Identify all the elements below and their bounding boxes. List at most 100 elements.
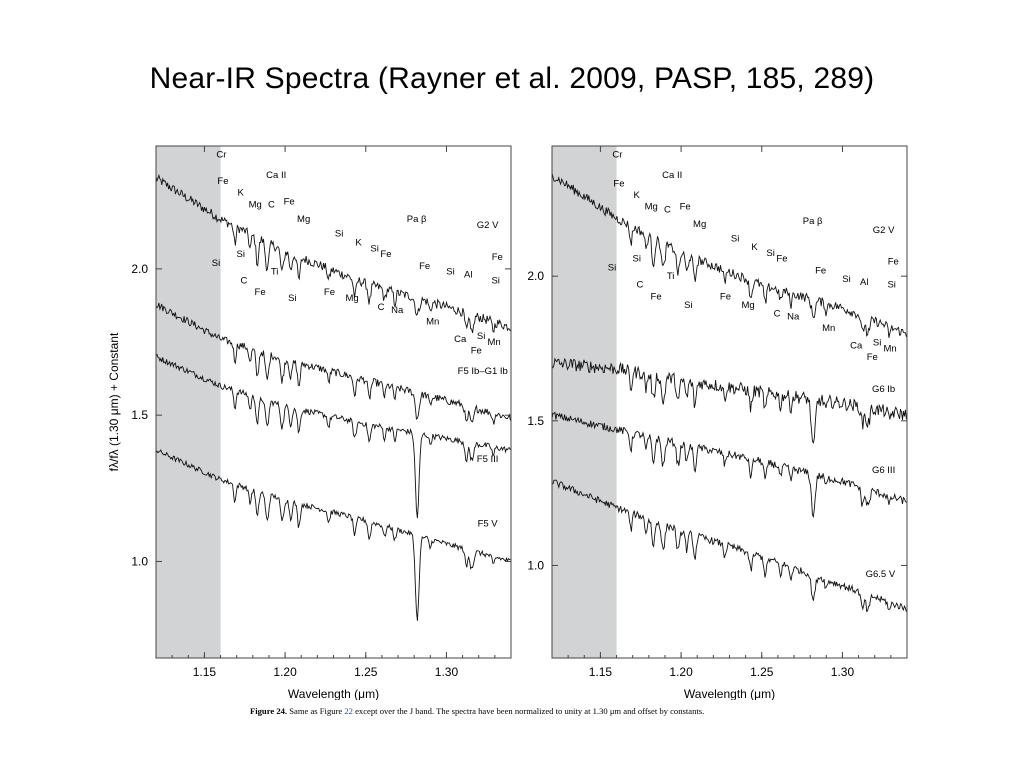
annotation-label: Si <box>842 274 850 285</box>
annotation-label: Fe <box>815 265 826 276</box>
annotation-label: Mg <box>741 300 754 311</box>
shaded-region <box>552 146 617 658</box>
annotation-label: Si <box>632 254 640 265</box>
shaded-region <box>156 146 221 658</box>
spectrum-line-g2-v <box>551 172 907 338</box>
annotation-label: F5 Ib–G1 Ib <box>458 366 508 377</box>
annotation-label: Mg <box>249 199 262 210</box>
x-tick-label: 1.30 <box>435 665 459 679</box>
y-tick-label: 2.0 <box>527 269 544 283</box>
annotation-label: Ti <box>667 271 675 282</box>
y-axis-label: fλ/fλ (1.30 μm) + Constant <box>107 332 121 471</box>
y-tick-label: 2.0 <box>131 262 148 276</box>
annotation-label: Fe <box>776 254 787 265</box>
spectrum-line-g6-iii <box>551 411 907 519</box>
annotation-label: Ca II <box>266 170 286 181</box>
x-tick-label: 1.25 <box>354 665 378 679</box>
annotation-label: Mn <box>883 343 896 354</box>
x-tick-label: 1.20 <box>273 665 297 679</box>
annotation-label: G6 Ib <box>872 384 895 395</box>
x-tick-label: 1.20 <box>669 665 693 679</box>
annotation-label: Si <box>491 276 499 287</box>
spectrum-line-f5-ib-g1-ib <box>155 302 511 425</box>
annotation-label: Si <box>446 267 454 278</box>
annotation-label: Si <box>873 338 881 349</box>
annotation-label: K <box>751 242 758 253</box>
annotation-label: Na <box>391 305 404 316</box>
annotation-label: Si <box>766 248 774 259</box>
annotation-label: Si <box>236 249 244 260</box>
spectrum-line-g6-5-v <box>551 479 907 613</box>
spectra-panel-1: 1.15 1.20 1.25 1.30 1.0 1.5 2.0 Wavelength (μm)… <box>107 145 512 700</box>
annotation-label: C <box>378 302 385 313</box>
annotation-label: Si <box>608 262 616 273</box>
x-tick-label: 1.15 <box>193 665 217 679</box>
y-tick-label: 1.0 <box>131 554 148 568</box>
annotation-label: Mg <box>693 219 706 230</box>
annotation-label: Al <box>860 277 868 288</box>
annotation-label: Fe <box>284 197 295 208</box>
annotation-label: Mn <box>822 323 835 334</box>
annotation-label: Mn <box>426 316 439 327</box>
x-tick-label: 1.15 <box>589 665 613 679</box>
annotation-label: C <box>637 280 644 291</box>
caption-text-before: Same as Figure <box>287 706 345 716</box>
annotation-label: Fe <box>380 249 391 260</box>
annotation-label: Fe <box>613 178 624 189</box>
y-tick-label: 1.5 <box>131 408 148 422</box>
annotation-label: Fe <box>651 291 662 302</box>
annotation-label: Fe <box>888 257 899 268</box>
x-axis-label: Wavelength (μm) <box>684 687 775 700</box>
annotation-label: G6 III <box>872 465 895 476</box>
annotation-label: Pa β <box>803 216 823 227</box>
annotation-label: G2 V <box>873 225 895 236</box>
annotation-label: F5 V <box>478 518 499 529</box>
figure-caption: Figure 24. Same as Figure 22 except over… <box>250 706 810 716</box>
annotation-label: Cr <box>612 150 622 161</box>
x-axis-label: Wavelength (μm) <box>288 687 379 700</box>
x-tick-label: 1.30 <box>831 665 855 679</box>
annotation-label: F5 III <box>477 454 499 465</box>
annotation-label: Fe <box>492 252 503 263</box>
annotation-label: Si <box>288 293 296 304</box>
annotation-label: Cr <box>216 150 226 161</box>
x-tick-label: 1.25 <box>750 665 774 679</box>
annotation-label: Fe <box>680 202 691 213</box>
annotation-label: Mg <box>297 214 310 225</box>
annotation-label: G2 V <box>477 220 499 231</box>
annotation-label: Mg <box>345 293 358 304</box>
annotation-label: K <box>634 190 641 201</box>
spectrum-line-g6-ib <box>551 357 907 445</box>
annotation-label: C <box>664 205 671 216</box>
caption-label: Figure 24. <box>250 706 288 716</box>
annotation-label: C <box>241 276 248 287</box>
annotation-label: Si <box>477 331 485 342</box>
slide-title: Near-IR Spectra (Rayner et al. 2009, PAS… <box>149 62 875 95</box>
annotation-label: Fe <box>867 352 878 363</box>
caption-text-after: except over the J band. The spectra have… <box>352 706 705 716</box>
annotation-label: Si <box>335 229 343 240</box>
annotation-label: Fe <box>419 261 430 272</box>
annotation-label: C <box>268 199 275 210</box>
annotation-label: Fe <box>324 287 335 298</box>
annotation-label: Mg <box>645 202 658 213</box>
annotation-label: Si <box>370 243 378 254</box>
annotation-label: Si <box>887 280 895 291</box>
annotation-label: G6.5 V <box>866 569 896 580</box>
annotation-label: Si <box>684 300 692 311</box>
y-tick-label: 1.5 <box>527 414 544 428</box>
annotation-label: K <box>238 188 245 199</box>
annotation-label: Fe <box>471 346 482 357</box>
spectrum-line-f5-iii <box>155 353 511 519</box>
annotation-label: Fe <box>720 291 731 302</box>
annotation-label: C <box>774 309 781 320</box>
annotation-label: Ca <box>850 340 863 351</box>
annotation-label: Si <box>731 233 739 244</box>
spectra-panel-2: 1.15 1.20 1.25 1.30 1.0 1.5 2.0 Wavelength (μm)… <box>527 145 908 700</box>
annotation-label: Na <box>787 312 800 323</box>
annotation-label: Fe <box>255 287 266 298</box>
annotation-label: Al <box>464 270 472 281</box>
caption-figure-link[interactable]: 22 <box>344 706 353 716</box>
spectrum-line-g2-v <box>155 173 511 334</box>
annotation-label: Ca II <box>662 170 682 181</box>
